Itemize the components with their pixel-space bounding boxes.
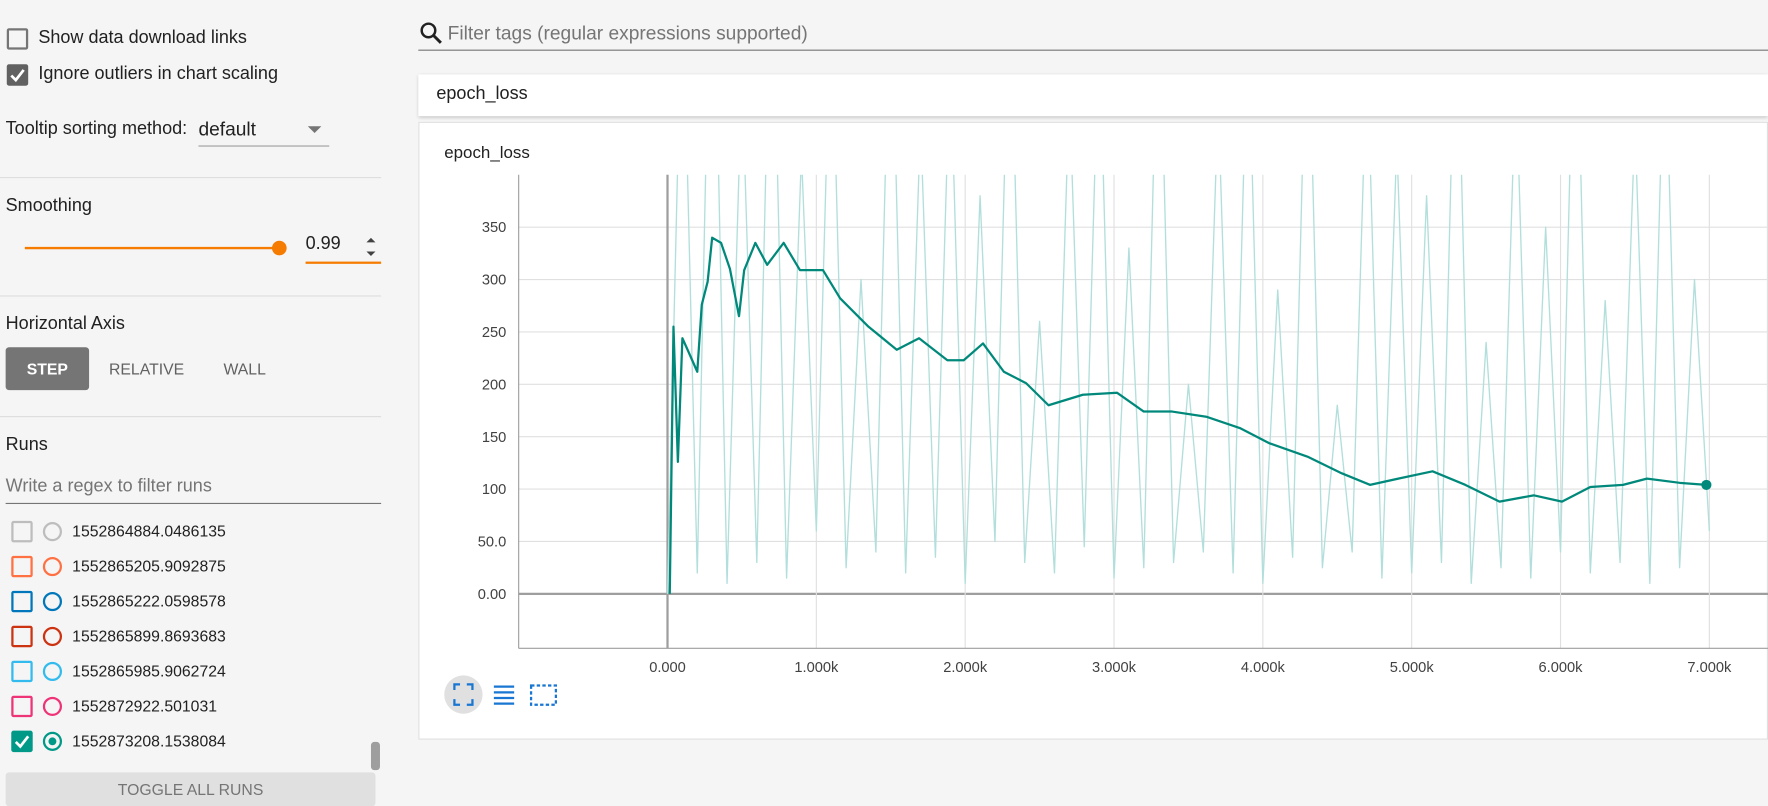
x-tick-label: 4.000k	[1241, 660, 1286, 676]
run-radio[interactable]	[42, 626, 63, 647]
y-tick-label: 300	[482, 273, 506, 289]
x-tick-label: 6.000k	[1539, 660, 1584, 676]
y-tick-label: 100	[482, 482, 506, 498]
run-radio[interactable]	[42, 522, 63, 542]
checkbox[interactable]	[11, 590, 33, 613]
radio-dot	[48, 737, 57, 746]
fit-button-bg	[444, 675, 483, 714]
checkbox[interactable]	[11, 520, 33, 543]
chart-title: epoch_loss	[444, 143, 530, 162]
log-scale-button[interactable]	[493, 685, 515, 705]
run-name: 1552865899.8693683	[72, 626, 226, 645]
axis-button[interactable]: WALL	[223, 359, 266, 378]
x-tick-label: 3.000k	[1092, 660, 1137, 676]
option-label: Show data download links	[38, 28, 247, 48]
check-mark	[10, 69, 25, 83]
filter-underline	[5, 502, 382, 505]
run-radio[interactable]	[42, 591, 63, 612]
x-tick-label: 0.000	[649, 660, 686, 676]
chart-controls	[453, 683, 558, 706]
checkbox[interactable]	[6, 28, 29, 50]
checkbox[interactable]	[11, 695, 33, 718]
checkbox[interactable]	[11, 660, 33, 683]
horizontal-axis-label: Horizontal Axis	[5, 314, 125, 334]
checkbox[interactable]	[11, 730, 33, 753]
divider	[0, 177, 382, 179]
x-tick-label: 7.000k	[1687, 660, 1732, 676]
slider-knob[interactable]	[271, 240, 287, 256]
filter-underline	[418, 49, 1768, 51]
input-underline	[305, 261, 382, 264]
axis-button[interactable]: RELATIVE	[109, 359, 185, 378]
smoothing-label: Smoothing	[5, 196, 92, 216]
tooltip-label: Tooltip sorting method:	[5, 119, 188, 139]
check-mark	[14, 735, 30, 749]
end-point	[1701, 479, 1712, 490]
y-tick-label: 0.00	[478, 587, 507, 603]
y-tick-label: 350	[482, 220, 506, 236]
x-tick-label: 2.000k	[943, 660, 988, 676]
category-header[interactable]	[418, 74, 1768, 117]
x-tick-label: 1.000k	[794, 660, 839, 676]
divider	[0, 416, 382, 418]
checkbox[interactable]	[11, 625, 33, 648]
dropdown-underline	[198, 145, 330, 147]
y-tick-label: 200	[482, 377, 506, 393]
spinner[interactable]	[364, 235, 378, 260]
category-title: epoch_loss	[436, 84, 528, 104]
smoothed-line	[668, 236, 1707, 594]
y-tick-label: 250	[482, 325, 506, 341]
expand-button[interactable]	[529, 684, 558, 706]
x-tick-label: 5.000k	[1390, 660, 1435, 676]
dropdown-arrow	[307, 126, 322, 134]
tag-filter[interactable]: Filter tags (regular expressions support…	[447, 22, 808, 44]
run-name: 1552865985.9062724	[72, 661, 226, 680]
run-name: 1552864884.0486135	[72, 522, 226, 541]
run-radio[interactable]	[42, 731, 63, 751]
y-tick-label: 50.0	[478, 535, 507, 551]
checkbox[interactable]	[6, 64, 29, 86]
run-name: 1552865205.9092875	[72, 557, 226, 576]
checkbox[interactable]	[11, 555, 33, 578]
run-name: 1552872922.501031	[72, 696, 218, 715]
fit-domain-button[interactable]	[453, 683, 474, 706]
tooltip-dropdown[interactable]: default	[198, 118, 257, 140]
search-icon	[420, 22, 442, 44]
runs-filter[interactable]: Write a regex to filter runs	[5, 476, 212, 497]
divider	[0, 295, 382, 297]
run-name: 1552873208.1538084	[72, 731, 226, 750]
smoothing-input[interactable]: 0.99	[305, 234, 341, 254]
run-name: 1552865222.0598578	[72, 591, 226, 611]
run-radio[interactable]	[42, 696, 63, 716]
axis-button[interactable]: STEP	[5, 347, 90, 391]
smoothing-slider[interactable]	[0, 231, 304, 265]
plot	[666, 174, 1711, 594]
y-tick-label: 150	[482, 430, 506, 446]
raw-line	[666, 174, 1711, 594]
run-radio[interactable]	[42, 557, 63, 577]
option-label: Ignore outliers in chart scaling	[38, 64, 279, 84]
runs-label: Runs	[5, 435, 48, 455]
run-radio[interactable]	[42, 661, 63, 682]
scrollbar[interactable]	[370, 741, 380, 771]
